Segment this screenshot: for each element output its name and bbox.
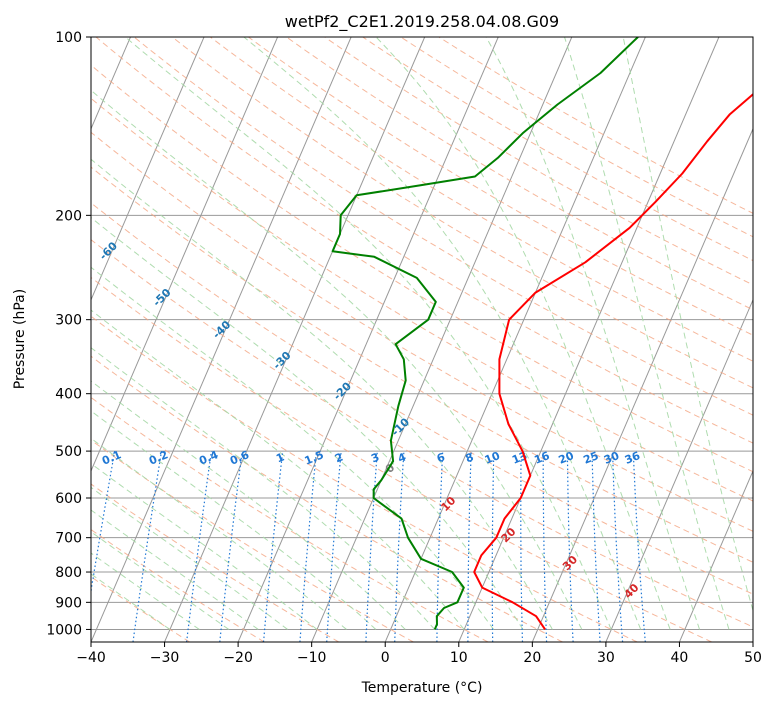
moist-adiabat-line bbox=[376, 37, 670, 629]
mixing-ratio-label: 20 bbox=[557, 449, 576, 467]
mixing-ratio-label: 2 bbox=[333, 450, 345, 465]
x-tick-label: 40 bbox=[671, 650, 689, 666]
x-tick-label: 0 bbox=[381, 650, 390, 666]
mixing-ratio-line bbox=[633, 451, 645, 642]
mixing-ratio-label: 6 bbox=[435, 450, 447, 465]
isotherm-gridline bbox=[606, 37, 775, 642]
y-tick-label: 300 bbox=[55, 313, 82, 329]
y-tick-label: 1000 bbox=[46, 622, 82, 638]
dry-adiabat-line bbox=[0, 37, 775, 642]
dry-adiabat-line bbox=[0, 37, 488, 642]
moist-adiabat-line bbox=[244, 37, 641, 629]
mixing-ratio-label: 8 bbox=[464, 450, 476, 465]
dry-adiabat-line bbox=[0, 37, 775, 642]
dry-adiabat-label: -30 bbox=[270, 349, 293, 372]
mixing-ratio-label: 10 bbox=[483, 449, 502, 467]
moist-adiabat-line bbox=[125, 37, 611, 629]
x-tick-label: −40 bbox=[76, 650, 106, 666]
dry-adiabat-line bbox=[0, 37, 775, 642]
mixing-ratio-line bbox=[521, 451, 523, 642]
dry-adiabat-label: -80 bbox=[0, 130, 20, 153]
isotherm-gridline bbox=[679, 37, 775, 642]
dry-adiabat-line bbox=[248, 37, 775, 642]
mixing-ratio-line bbox=[264, 451, 283, 642]
dry-adiabat-line bbox=[0, 37, 413, 642]
isotherm-gridline bbox=[0, 37, 204, 642]
mixing-ratio-line bbox=[492, 451, 494, 642]
dry-adiabat-line bbox=[0, 37, 339, 642]
y-axis-label: Pressure (hPa) bbox=[12, 289, 28, 389]
y-tick-label: 900 bbox=[55, 595, 82, 611]
isotherm-gridline bbox=[753, 37, 775, 642]
mixing-ratio-line bbox=[83, 451, 115, 642]
x-tick-label: −10 bbox=[297, 650, 327, 666]
isotherm-gridline bbox=[165, 37, 425, 642]
moist-adiabat-line bbox=[0, 37, 199, 629]
moist-adiabat-line bbox=[0, 37, 317, 629]
mixing-ratio-line bbox=[220, 451, 242, 642]
moist-adiabat-line bbox=[0, 37, 552, 629]
x-axis-label: Temperature (°C) bbox=[361, 680, 483, 696]
x-tick-label: −30 bbox=[150, 650, 180, 666]
line-label-layer: 0.10.20.40.611.52346810131620253036-100-… bbox=[0, 44, 642, 601]
x-tick-label: 50 bbox=[744, 650, 762, 666]
mixing-ratio-label: 4 bbox=[396, 450, 408, 465]
y-tick-label: 400 bbox=[55, 387, 82, 403]
y-tick-label: 600 bbox=[55, 491, 82, 507]
mixing-ratio-line bbox=[366, 451, 377, 642]
y-tick-label: 800 bbox=[55, 565, 82, 581]
mixing-ratio-line bbox=[592, 451, 600, 642]
y-tick-label: 700 bbox=[55, 531, 82, 547]
moist-adiabat-line bbox=[0, 37, 288, 629]
x-tick-label: 20 bbox=[523, 650, 541, 666]
dry-adiabat-line bbox=[96, 37, 775, 642]
dry-adiabat-line bbox=[0, 37, 190, 642]
series-layer bbox=[333, 37, 775, 629]
dry-adiabat-line bbox=[0, 37, 264, 642]
dry-adiabat-label: -70 bbox=[48, 181, 71, 204]
isotherm-gridline bbox=[459, 37, 719, 642]
temperature-profile-line bbox=[474, 37, 775, 629]
mixing-ratio-line bbox=[613, 451, 623, 642]
y-tick-label: 500 bbox=[55, 444, 82, 460]
mixing-ratio-label: 1 bbox=[274, 450, 286, 465]
chart-title: wetPf2_C2E1.2019.258.04.08.G09 bbox=[285, 12, 559, 32]
mixing-ratio-label: 3 bbox=[369, 450, 381, 465]
x-tick-label: −20 bbox=[223, 650, 253, 666]
mixing-ratio-label: 16 bbox=[532, 449, 551, 467]
y-tick-label: 100 bbox=[55, 30, 82, 46]
dry-adiabat-line bbox=[0, 37, 775, 642]
moist-adiabat-line bbox=[0, 37, 229, 629]
mixing-ratio-line bbox=[567, 451, 573, 642]
mixing-ratio-line bbox=[187, 451, 212, 642]
isotherm-gridline bbox=[385, 37, 645, 642]
mixing-ratio-label: 36 bbox=[623, 449, 642, 467]
grid-layer bbox=[0, 37, 775, 642]
isotherm-gridline bbox=[532, 37, 775, 642]
mixing-ratio-label: 30 bbox=[602, 449, 621, 467]
isotherm-gridline bbox=[238, 37, 498, 642]
mixing-ratio-label: 25 bbox=[581, 449, 600, 467]
dry-adiabat-line bbox=[20, 37, 775, 642]
x-tick-label: 30 bbox=[597, 650, 615, 666]
axis-layer: −40 −30 −20 −10 0 10 20 30 40 50 100 200 300 400 500 60… bbox=[46, 30, 762, 666]
dry-adiabat-line bbox=[172, 37, 775, 642]
moist-adiabat-line bbox=[31, 37, 582, 629]
isotherm-gridline bbox=[17, 37, 277, 642]
x-tick-label: 10 bbox=[450, 650, 468, 666]
y-tick-label: 200 bbox=[55, 208, 82, 224]
dry-adiabat-label: -40 bbox=[210, 318, 233, 341]
isotherm-gridline bbox=[0, 37, 57, 642]
dry-adiabat-label: -50 bbox=[150, 286, 173, 309]
